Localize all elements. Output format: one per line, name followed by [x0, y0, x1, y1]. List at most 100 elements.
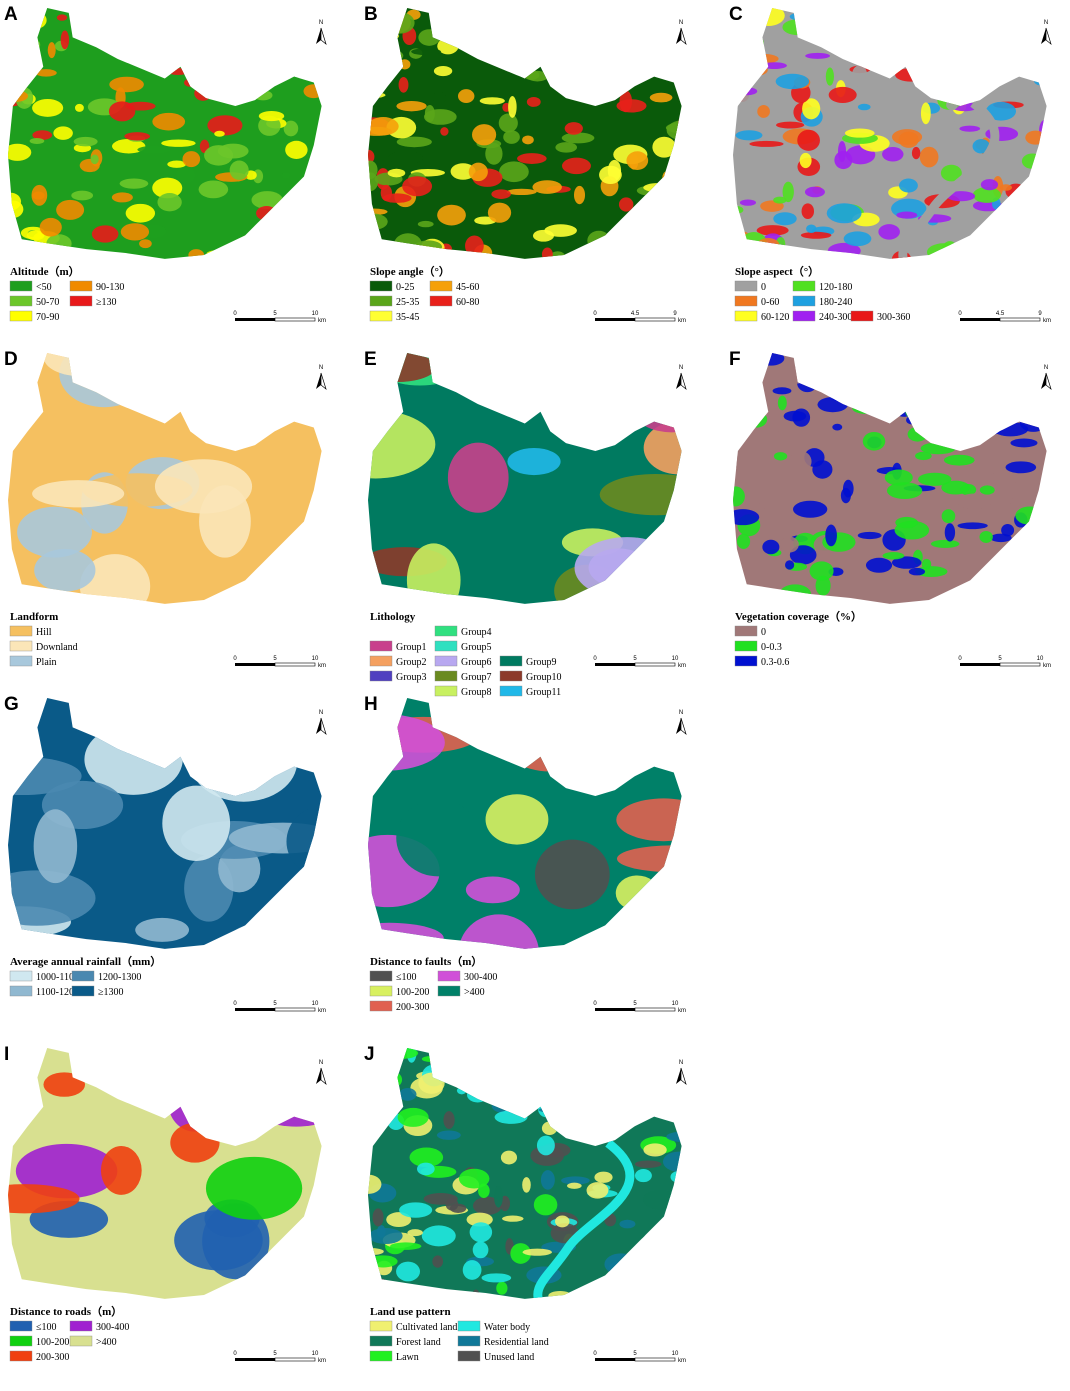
map-patch	[28, 39, 41, 51]
map-patch	[841, 186, 862, 205]
map-patch	[776, 121, 805, 129]
map-patch	[825, 67, 834, 86]
map-patch	[1039, 120, 1047, 141]
map-patch	[1024, 13, 1047, 25]
north-arrow	[680, 372, 687, 390]
map-patch	[800, 231, 832, 239]
map-patch	[940, 164, 962, 182]
map-patch	[103, 30, 131, 40]
scale-unit: km	[678, 318, 686, 324]
map-patch	[487, 1081, 507, 1093]
legend-swatch	[499, 655, 523, 667]
map-patch	[659, 250, 682, 259]
legend-swatch	[369, 280, 393, 292]
scale-label: 0	[958, 656, 962, 662]
map-patch	[756, 225, 789, 236]
map-patch	[27, 11, 47, 29]
map-patch	[111, 192, 133, 203]
north-arrow	[680, 27, 687, 45]
map-patch	[851, 65, 868, 87]
legend-label: 240-300	[819, 312, 852, 323]
map-patch	[368, 91, 386, 99]
map-patch	[896, 211, 918, 219]
scale-unit: km	[318, 1008, 326, 1014]
map-patch	[371, 48, 404, 63]
map-patch	[534, 839, 610, 910]
map-patch	[183, 8, 214, 30]
map-patch	[532, 38, 547, 52]
map-patch	[497, 699, 604, 772]
map-patch	[368, 117, 399, 136]
map-patch	[905, 402, 925, 420]
map-patch	[957, 493, 992, 510]
legend-label: >400	[464, 987, 485, 998]
map-patch	[647, 223, 671, 238]
map-patch	[167, 1071, 222, 1132]
map-patch	[1034, 220, 1046, 230]
legend-label: Lawn	[396, 1352, 419, 1363]
legend-swatch	[9, 280, 33, 292]
map-patch	[615, 875, 659, 911]
legend-swatch	[69, 1335, 93, 1347]
map-patch	[599, 473, 682, 516]
map-patch	[1005, 461, 1037, 474]
scale-bar	[595, 318, 635, 321]
map-patch	[318, 168, 322, 186]
scale-label: 0	[593, 656, 597, 662]
legend-swatch	[69, 295, 93, 307]
legend-label: Group7	[461, 672, 492, 683]
north-label: N	[679, 1060, 683, 1066]
scale-label: 0	[593, 1001, 597, 1007]
legend-label: 50-70	[36, 297, 59, 308]
legend-label: 1200-1300	[98, 972, 141, 983]
legend-title: Distance to roads（m）	[10, 1305, 122, 1318]
legend-swatch	[434, 655, 458, 667]
map-patch	[368, 149, 375, 164]
map-patch	[619, 90, 633, 113]
map-patch	[173, 49, 206, 61]
map-patch	[39, 217, 62, 237]
north-arrow	[320, 1067, 327, 1085]
map-patch	[907, 63, 925, 72]
map-patch	[164, 22, 195, 44]
map-patch	[959, 125, 981, 132]
map-patch	[125, 203, 156, 223]
legend-swatch	[69, 1320, 93, 1332]
map-patch	[926, 243, 960, 259]
map-patch	[979, 485, 995, 495]
map-patch	[119, 178, 149, 189]
map-patch	[494, 1185, 503, 1208]
map-patch	[368, 714, 445, 771]
scale-bar	[274, 1007, 316, 1012]
map-patch	[651, 21, 666, 31]
legend-label: Hill	[36, 627, 52, 638]
map-patch	[541, 247, 553, 259]
map-patch	[662, 171, 671, 186]
legend-swatch	[9, 970, 33, 982]
legend-swatch	[71, 985, 95, 997]
map-patch	[471, 1289, 481, 1299]
legend-swatch	[9, 310, 33, 322]
map-patch	[773, 196, 787, 204]
map-patch	[759, 501, 769, 509]
map-patch	[457, 89, 475, 103]
map-patch	[388, 151, 424, 165]
map-patch	[573, 185, 586, 205]
map-patch	[368, 1247, 384, 1256]
map-patch	[640, 1233, 660, 1254]
map-patch	[749, 140, 784, 147]
map-patch	[385, 32, 399, 40]
map-patch	[15, 1143, 118, 1199]
legend-label: 0	[761, 282, 766, 293]
map-patch	[1031, 502, 1047, 524]
map-patch	[205, 1156, 303, 1220]
map-patch	[517, 153, 547, 164]
map-patch	[835, 9, 847, 31]
map-patch	[757, 353, 785, 366]
map-patch	[613, 1082, 649, 1093]
map-patch	[503, 130, 520, 144]
legend-swatch	[792, 310, 816, 322]
legend-label: ≤100	[396, 972, 417, 983]
map-patch	[498, 44, 521, 63]
map-patch	[656, 1071, 673, 1092]
